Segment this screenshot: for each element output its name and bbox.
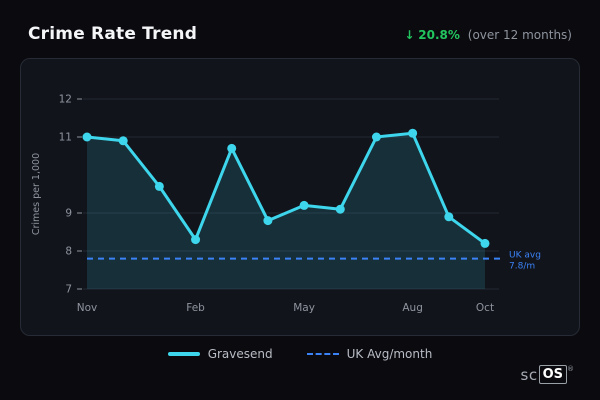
registered-trademark-icon: ® [567, 364, 574, 373]
trend-down-icon: ↓ [404, 28, 415, 42]
svg-text:Oct: Oct [476, 302, 494, 314]
dashed-line-swatch-icon [306, 353, 339, 355]
page-header: Crime Rate Trend ↓ 20.8% (over 12 months… [0, 0, 600, 44]
logo-os-badge: OS [538, 365, 567, 384]
legend-item-uk-avg[interactable]: UK Avg/month [306, 347, 433, 361]
page-title: Crime Rate Trend [28, 24, 198, 44]
svg-text:7: 7 [65, 284, 72, 296]
svg-text:7.8/m: 7.8/m [509, 262, 535, 272]
svg-text:Aug: Aug [402, 302, 423, 314]
trend-caption: (over 12 months) [467, 28, 572, 42]
legend-label: Gravesend [207, 347, 273, 361]
scos-logo: sc OS ® [521, 365, 574, 384]
logo-prefix-text: sc [520, 365, 538, 384]
svg-text:Crimes per 1,000: Crimes per 1,000 [31, 153, 42, 235]
legend-item-gravesend[interactable]: Gravesend [167, 347, 273, 361]
chart-legend: Gravesend UK Avg/month [0, 347, 600, 361]
trend-percentage: 20.8% [418, 28, 460, 42]
line-swatch-icon [167, 352, 200, 356]
svg-text:12: 12 [59, 94, 72, 106]
svg-text:Nov: Nov [77, 302, 98, 314]
chart-card: 12 11 9 8 7 Crimes per 1,000 UK avg 7.8/m Nov Feb… [20, 58, 580, 336]
legend-label: UK Avg/month [346, 347, 433, 361]
svg-text:UK avg: UK avg [509, 251, 541, 261]
svg-text:May: May [293, 302, 315, 314]
svg-text:9: 9 [65, 208, 72, 220]
svg-text:11: 11 [59, 132, 72, 144]
svg-text:Feb: Feb [186, 302, 205, 314]
svg-text:8: 8 [65, 246, 72, 258]
trend-stat: ↓ 20.8% (over 12 months) [404, 28, 572, 42]
